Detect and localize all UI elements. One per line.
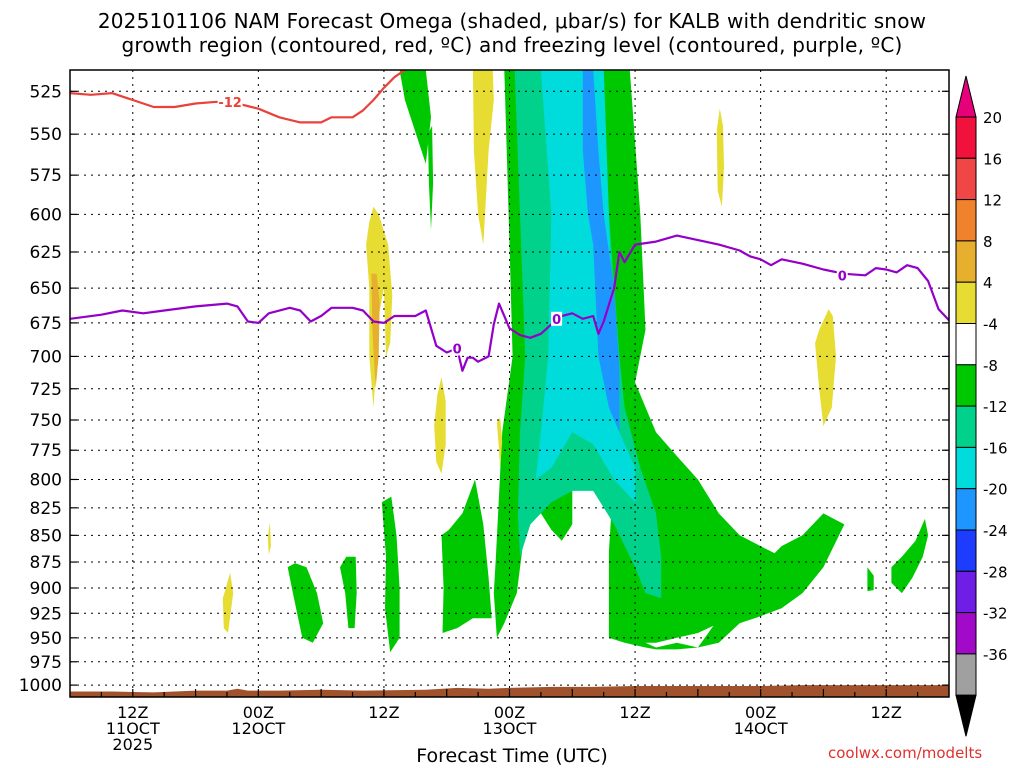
x-tick-label-18-1: 12OCT [231, 719, 285, 738]
contour-label-0: -12 [218, 96, 242, 111]
chart-title-line-1: 2025101106 NAM Forecast Omega (shaded, μ… [97, 9, 927, 33]
x-tick-label-6-1: 11OCT [106, 719, 160, 738]
colorbar-label-0: 20 [983, 109, 1002, 127]
colorbar-label-10: -24 [983, 522, 1008, 540]
y-tick-label-800: 800 [30, 470, 62, 490]
y-tick-label-550: 550 [30, 125, 62, 145]
y-tick-label-700: 700 [30, 347, 62, 367]
omega-region-16 [496, 417, 503, 468]
colorbar-top-arrow [955, 75, 977, 118]
y-tick-label-900: 900 [30, 579, 62, 599]
x-tick-label-6-0: 12Z [117, 703, 148, 722]
site-credit[interactable]: coolwx.com/modelts [828, 744, 983, 762]
colorbar-box-13 [955, 653, 977, 696]
y-tick-label-750: 750 [30, 411, 62, 431]
contour-line-1 [70, 234, 949, 372]
omega-region-18 [267, 522, 271, 555]
colorbar: 20 16 12 8 4 -4 -8 -12 -16 -20 -24 -28 -32 -36 [955, 75, 1008, 737]
omega-region-20 [815, 309, 836, 427]
colorbar-label-9: -20 [983, 481, 1008, 499]
omega-region-11 [867, 567, 874, 592]
chart-title-line-2: growth region (contoured, red, ºC) and f… [121, 33, 903, 57]
y-tick-label-525: 525 [30, 82, 62, 102]
y-tick-label-600: 600 [30, 205, 62, 225]
omega-region-17 [222, 572, 234, 633]
omega-shading [222, 70, 929, 653]
omega-region-14 [472, 70, 494, 245]
colorbar-label-13: -36 [983, 646, 1008, 664]
x-tick-label-30-0: 12Z [368, 703, 399, 722]
colorbar-label-11: -28 [983, 563, 1008, 581]
omega-region-15 [434, 377, 446, 474]
x-tick-label-6-2: 2025 [112, 735, 153, 754]
colorbar-label-2: 12 [983, 192, 1002, 210]
colorbar-box-5 [955, 323, 977, 366]
colorbar-label-5: -4 [983, 316, 998, 334]
y-tick-label-1000: 1000 [19, 676, 62, 696]
x-tick-label-78-0: 12Z [871, 703, 902, 722]
colorbar-box-12 [955, 612, 977, 655]
colorbar-label-1: 16 [983, 150, 1002, 168]
contour-label-bg-0 [217, 94, 243, 109]
colorbar-box-0 [955, 116, 977, 159]
colorbar-bottom-arrow [955, 694, 977, 737]
colorbar-label-6: -8 [983, 357, 998, 375]
omega-region-7 [340, 556, 357, 629]
colorbar-label-7: -12 [983, 398, 1008, 416]
y-tick-label-975: 975 [30, 653, 62, 673]
contour-label-2: 0 [552, 313, 561, 328]
colorbar-label-3: 8 [983, 233, 993, 251]
y-tick-label-825: 825 [30, 499, 62, 519]
x-tick-label-42-1: 13OCT [483, 719, 537, 738]
colorbar-box-1 [955, 157, 977, 201]
colorbar-box-3 [955, 240, 977, 283]
x-tick-label-42-0: 00Z [494, 703, 525, 722]
x-tick-label-66-0: 00Z [745, 703, 776, 722]
contour-label-bg-2 [551, 311, 563, 326]
y-tick-label-675: 675 [30, 314, 62, 334]
omega-region-5 [582, 70, 620, 433]
omega-region-6 [287, 563, 324, 643]
colorbar-label-12: -32 [983, 605, 1008, 623]
omega-region-13 [371, 273, 380, 389]
contour-lines: -12 0 0 0 [70, 70, 949, 372]
colorbar-box-4 [955, 281, 977, 325]
omega-region-21 [427, 125, 434, 230]
y-tick-label-575: 575 [30, 166, 62, 186]
colorbar-box-9 [955, 488, 977, 531]
omega-region-0 [399, 70, 431, 164]
colorbar-label-4: 4 [983, 274, 993, 292]
contour-line-0 [70, 70, 406, 124]
colorbar-box-11 [955, 570, 977, 614]
colorbar-box-7 [955, 405, 977, 448]
colorbar-label-8: -16 [983, 439, 1008, 457]
contour-label-bg-3 [836, 268, 848, 283]
x-tick-label-18-0: 00Z [243, 703, 274, 722]
contour-label-bg-1 [451, 341, 463, 356]
colorbar-box-8 [955, 446, 977, 490]
colorbar-box-10 [955, 529, 977, 572]
contour-label-3: 0 [838, 269, 847, 284]
y-tick-label-725: 725 [30, 380, 62, 400]
omega-region-9 [441, 479, 492, 633]
y-tick-label-850: 850 [30, 526, 62, 546]
y-tick-label-775: 775 [30, 441, 62, 461]
axes: 525 550 575 600 625 650 675 700 725 750 775 800 825 8… [19, 69, 950, 754]
omega-region-19 [716, 108, 724, 207]
contour-label-1: 0 [453, 342, 462, 357]
x-tick-label-54-0: 12Z [619, 703, 650, 722]
x-axis-title: Forecast Time (UTC) [416, 745, 608, 767]
y-tick-label-950: 950 [30, 629, 62, 649]
y-tick-label-650: 650 [30, 279, 62, 299]
omega-region-8 [381, 496, 400, 653]
colorbar-box-6 [955, 364, 977, 407]
x-tick-label-66-1: 14OCT [734, 719, 788, 738]
colorbar-box-2 [955, 199, 977, 242]
y-tick-label-925: 925 [30, 604, 62, 624]
y-tick-label-875: 875 [30, 553, 62, 573]
y-tick-label-625: 625 [30, 243, 62, 263]
omega-region-10 [891, 518, 929, 594]
